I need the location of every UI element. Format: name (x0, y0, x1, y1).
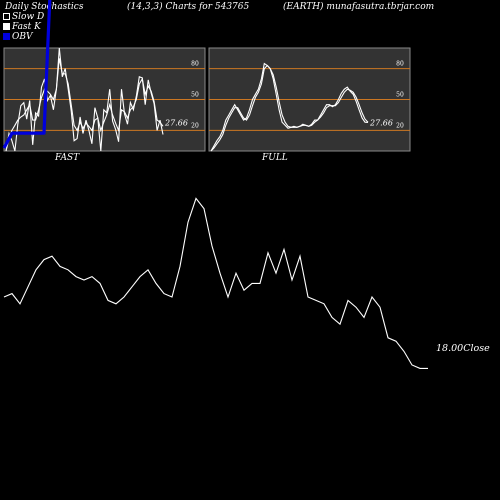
legend-obv: OBV (3, 32, 33, 42)
fast-k-line (210, 62, 369, 152)
full-panel-title: FULL (262, 153, 288, 163)
header-title: Daily Stochastics (5, 2, 84, 12)
current-value-label: 27.66 (369, 119, 393, 128)
level-label-80: 80 (191, 61, 199, 68)
legend-slow-d: Slow D (3, 12, 44, 22)
legend-fast-k-label: Fast K (12, 22, 41, 32)
fast-k-swatch-icon (3, 23, 10, 30)
fast-panel-title: FAST (55, 153, 80, 163)
close-value-label: 18.00Close (436, 343, 490, 354)
level-label-50: 50 (396, 92, 404, 99)
header-source: (EARTH) munafasutra.tbrjar.com (283, 2, 435, 12)
level-label-80: 80 (396, 61, 404, 68)
current-value-label: 27.66 (164, 119, 188, 128)
level-label-20: 20 (191, 122, 199, 129)
level-label-50: 50 (191, 92, 199, 99)
slow-d-line (5, 58, 164, 152)
price-obv-chart: 18.00Close (2, 0, 490, 369)
header-symbol: (14,3,3) Charts for 543765 (127, 2, 250, 12)
slow-d-swatch-icon (3, 13, 10, 20)
legend-obv-label: OBV (12, 32, 33, 42)
legend-fast-k: Fast K (3, 22, 41, 32)
legend-slow-d-label: Slow D (12, 12, 45, 22)
level-label-20: 20 (396, 122, 404, 129)
slow-d-line (210, 64, 369, 152)
obv-swatch-icon (3, 33, 10, 40)
close-price-line (3, 197, 428, 369)
